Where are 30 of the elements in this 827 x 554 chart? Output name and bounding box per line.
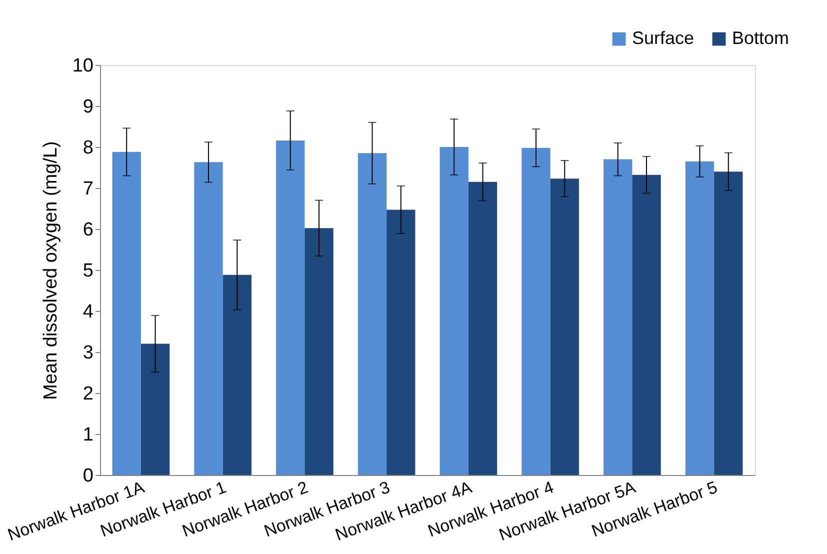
bar [194, 162, 223, 475]
bar [386, 210, 416, 475]
bar [304, 228, 334, 475]
y-tick-label: 5 [82, 260, 94, 282]
bar [222, 274, 252, 475]
y-tick-label: 2 [82, 384, 94, 404]
bar [522, 148, 550, 475]
y-tick-label: 4 [82, 302, 94, 322]
y-tick-label: 0 [82, 466, 94, 486]
bar [550, 178, 579, 475]
bar [440, 147, 468, 475]
bar [632, 174, 661, 475]
y-tick-label: 1 [82, 424, 94, 446]
y-tick-label: 3 [82, 342, 94, 364]
bar [140, 344, 170, 475]
bar [276, 140, 305, 475]
y-tick-label: 10 [72, 56, 94, 76]
y-tick-label: 8 [82, 138, 94, 158]
legend-label: Surface [632, 28, 694, 48]
y-tick-label: 6 [82, 220, 94, 240]
bar [714, 172, 743, 475]
bar [358, 153, 387, 475]
y-tick-label: 9 [82, 96, 94, 118]
y-axis-title: Mean dissolved oxygen (mg/L) [40, 141, 62, 400]
bar [112, 152, 141, 475]
legend-label: Bottom [732, 28, 790, 48]
bar [685, 161, 714, 475]
bar [604, 159, 632, 475]
y-tick-label: 7 [82, 178, 94, 200]
bar [468, 182, 498, 475]
